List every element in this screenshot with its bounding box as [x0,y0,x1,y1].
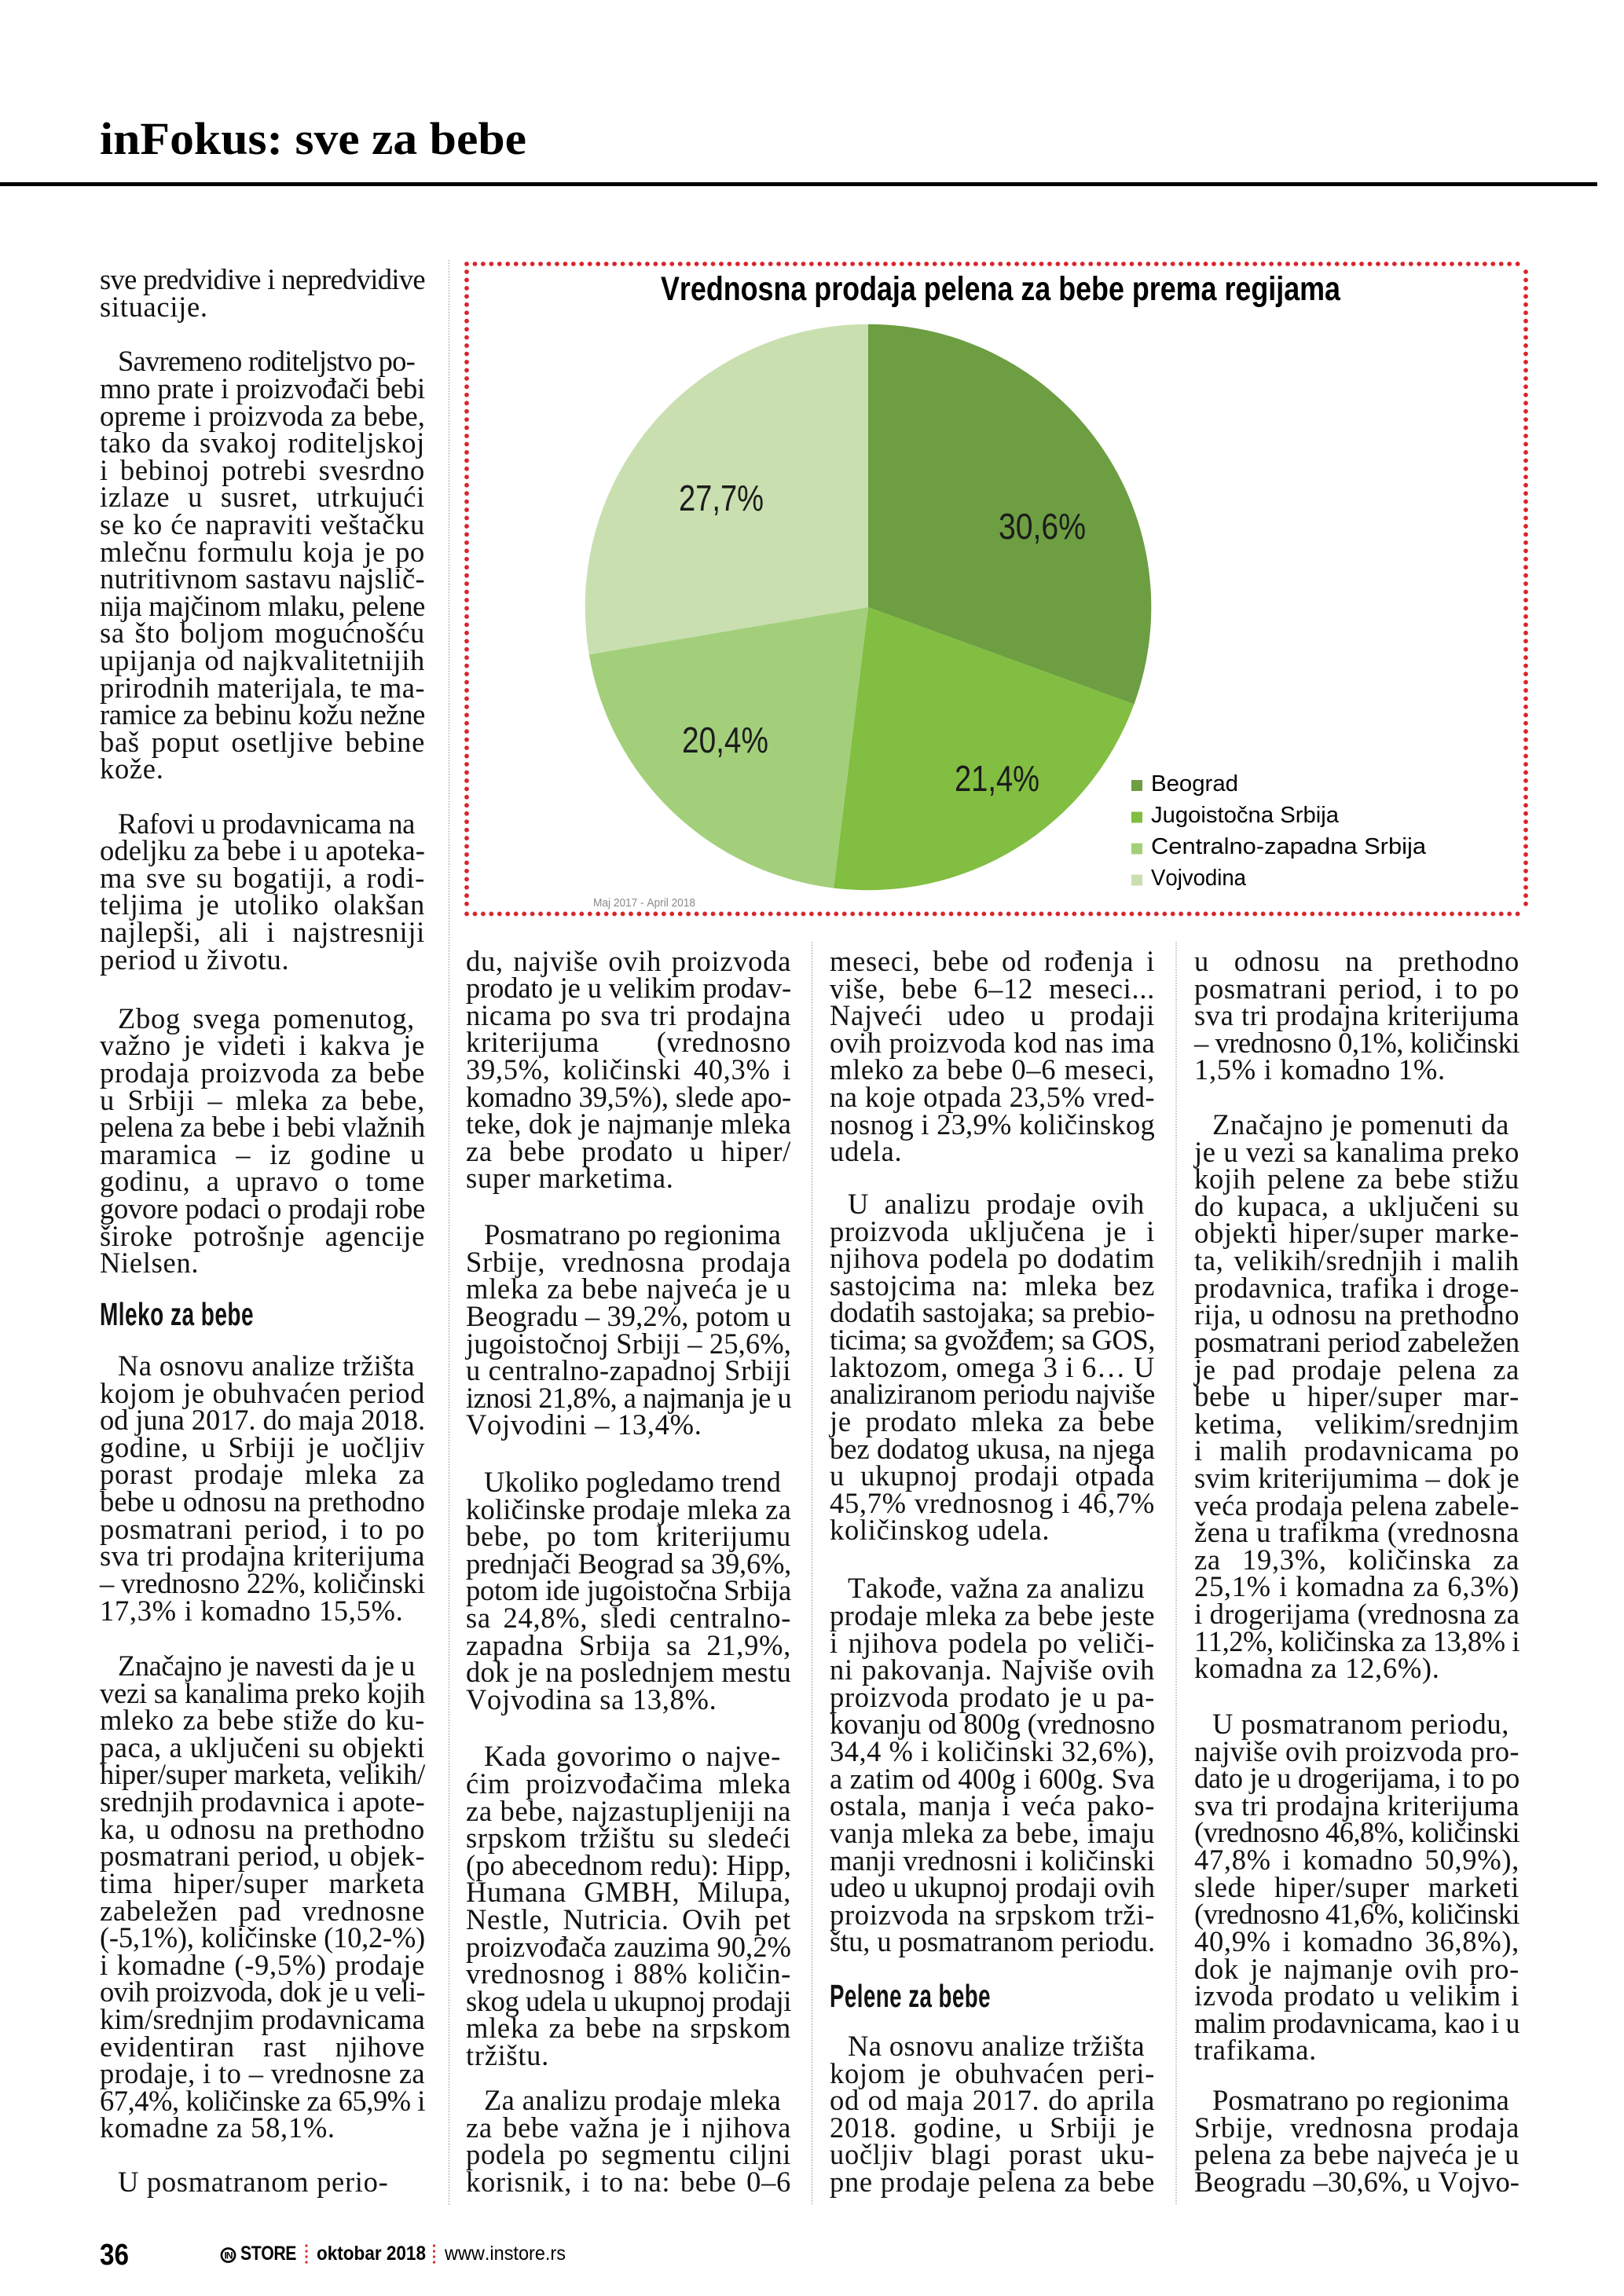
svg-text:IN: IN [225,2250,233,2261]
